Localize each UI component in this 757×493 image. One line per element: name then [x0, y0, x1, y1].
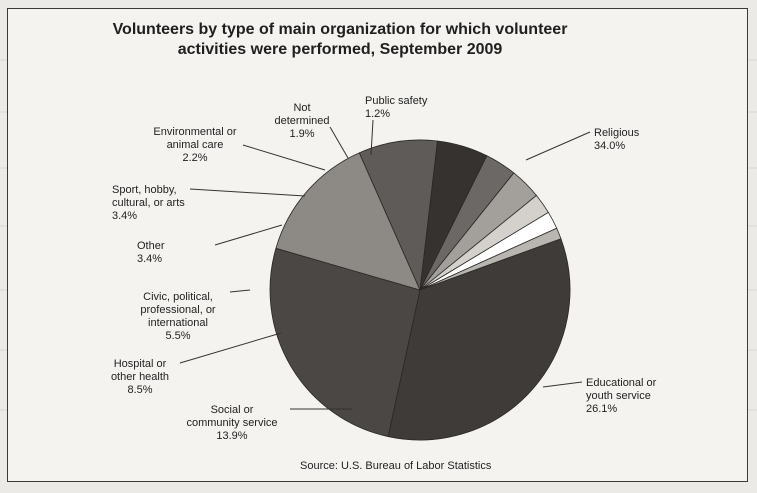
- slice-label-educational-or-youth-service: Educational or youth service 26.1%: [586, 377, 657, 415]
- slice-label-environmental-or-animal-care: Environmental or animal care 2.2%: [153, 126, 236, 164]
- slice-label-line: international: [148, 317, 208, 329]
- slice-label-line: 2.2%: [182, 152, 207, 164]
- slice-label-line: Hospital or: [114, 358, 167, 370]
- slice-label-line: 13.9%: [216, 430, 247, 442]
- slice-label-line: Public safety: [365, 95, 428, 107]
- pie-slice-educational-or-youth-service: [269, 247, 421, 438]
- slice-label-line: Social or: [211, 404, 254, 416]
- chart-source: Source: U.S. Bureau of Labor Statistics: [300, 460, 492, 472]
- pie-slice-religious: [387, 238, 571, 441]
- slice-label-line: Religious: [594, 127, 640, 139]
- slice-label-line: Not: [293, 102, 310, 114]
- slice-label-religious: Religious 34.0%: [594, 127, 640, 152]
- slice-label-line: Other: [137, 240, 165, 252]
- slice-label-line: community service: [186, 417, 277, 429]
- leader-line-civic-political-professional-or-international: [229, 289, 251, 293]
- slice-label-line: 5.5%: [165, 330, 190, 342]
- leader-line-environmental-or-animal-care: [242, 144, 326, 171]
- slice-label-line: determined: [274, 115, 329, 127]
- chart-title-line-1: Volunteers by type of main organization …: [112, 21, 568, 38]
- slice-label-line: Sport, hobby,: [112, 184, 177, 196]
- slice-label-line: professional, or: [140, 304, 216, 316]
- slice-label-line: 1.9%: [289, 128, 314, 140]
- slice-label-line: other health: [111, 371, 169, 383]
- slice-label-line: 3.4%: [112, 210, 137, 222]
- slice-label-not-determined: Not determined 1.9%: [274, 102, 329, 140]
- slice-label-line: 34.0%: [594, 140, 625, 152]
- chart-title-line-2: activities were performed, September 200…: [177, 41, 503, 58]
- slice-label-public-safety: Public safety 1.2%: [365, 95, 428, 120]
- slice-label-line: 8.5%: [127, 384, 152, 396]
- leader-line-religious: [525, 131, 591, 161]
- slice-label-line: 26.1%: [586, 403, 617, 415]
- leader-line-hospital-or-other-health: [179, 332, 282, 364]
- slice-label-hospital-or-other-health: Hospital or other health 8.5%: [111, 358, 169, 396]
- slice-label-sport-hobby-cultural-or-arts: Sport, hobby, cultural, or arts 3.4%: [112, 184, 185, 222]
- slice-label-line: youth service: [586, 390, 651, 402]
- leader-line-other: [214, 224, 283, 246]
- leader-line-sport-hobby-cultural-or-arts: [189, 188, 306, 197]
- slice-label-line: 3.4%: [137, 253, 162, 265]
- slice-label-line: animal care: [167, 139, 224, 151]
- leader-line-public-safety: [370, 119, 374, 156]
- slice-label-line: cultural, or arts: [112, 197, 185, 209]
- pie-slice-social-or-community-service: [275, 152, 421, 291]
- slice-label-civic-political-professional-or-international: Civic, political, professional, or interna…: [140, 291, 216, 342]
- pie-labels: Religious 34.0% Educational or youth servic…: [111, 95, 657, 442]
- slice-label-line: 1.2%: [365, 108, 390, 120]
- leader-line-not-determined: [329, 126, 349, 159]
- slice-label-line: Educational or: [586, 377, 657, 389]
- slice-label-line: Civic, political,: [143, 291, 213, 303]
- slice-label-social-or-community-service: Social or community service 13.9%: [186, 404, 277, 442]
- slice-label-other: Other 3.4%: [137, 240, 165, 265]
- leader-line-educational-or-youth-service: [542, 381, 583, 388]
- chart-title: Volunteers by type of main organization …: [60, 20, 620, 60]
- slice-label-line: Environmental or: [153, 126, 236, 138]
- pie-slice-public-safety: [419, 227, 562, 291]
- pie-slices: [269, 139, 571, 441]
